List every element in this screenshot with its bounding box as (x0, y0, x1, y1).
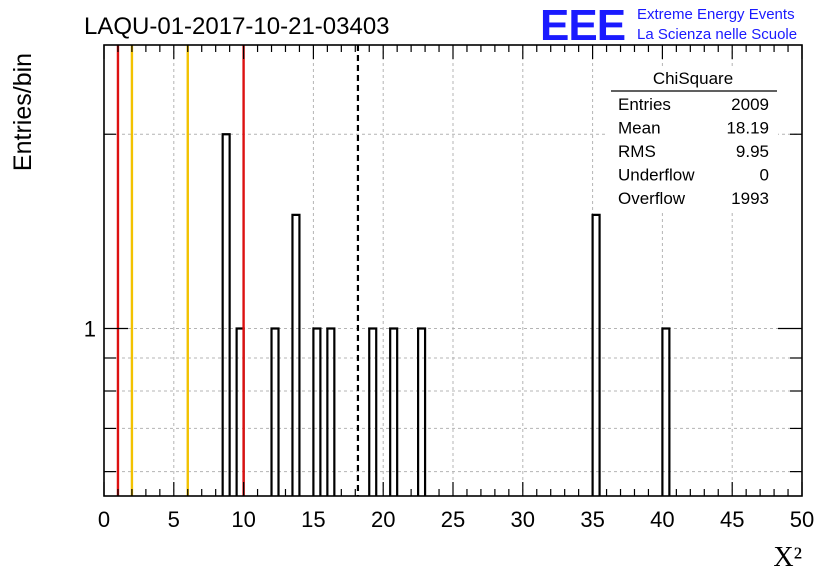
stats-box: ChiSquare Entries 2009 Mean 18.19 RMS 9.95 Und… (608, 68, 778, 210)
x-tick-label: 10 (231, 507, 255, 532)
histogram-bar (221, 133, 231, 496)
eee-logo-mark: EEE (540, 1, 625, 50)
x-tick-label: 20 (371, 507, 395, 532)
eee-logo: EEE Extreme Energy Events La Scienza nel… (540, 1, 797, 50)
histogram-bar (368, 327, 378, 496)
histogram-bar (389, 327, 399, 496)
stats-row-value: 18.19 (726, 119, 769, 138)
stats-box-rows: Entries 2009 Mean 18.19 RMS 9.95 Underflow 0 Ove… (618, 95, 769, 208)
stats-row-value: 2009 (731, 95, 769, 114)
x-axis-label: X² (773, 542, 802, 572)
histogram-bar (417, 327, 427, 496)
histogram-bar (326, 327, 336, 496)
histogram-bar (291, 213, 301, 496)
reference-lines (116, 45, 360, 496)
stats-row-label: Entries (618, 95, 671, 114)
x-tick-label: 40 (650, 507, 674, 532)
eee-logo-line1: Extreme Energy Events (637, 6, 795, 23)
histogram-bar (591, 213, 601, 496)
x-tick-label: 0 (98, 507, 110, 532)
stats-row-label: Mean (618, 119, 661, 138)
stats-row-label: RMS (618, 142, 656, 161)
y-axis-label: Entries/bin (9, 53, 37, 171)
histogram-bar (270, 327, 280, 496)
x-tick-label: 30 (511, 507, 535, 532)
grid-lines (104, 45, 802, 496)
stats-row-value: 9.95 (736, 142, 769, 161)
histogram-bins (221, 133, 671, 496)
run-title: LAQU-01-2017-10-21-03403 (84, 13, 390, 40)
stats-row-value: 0 (760, 166, 769, 185)
stats-row-label: Overflow (618, 189, 686, 208)
stats-row-value: 1993 (731, 189, 769, 208)
histogram-bar (312, 327, 322, 496)
stats-box-background (608, 68, 778, 210)
x-tick-label: 45 (720, 507, 744, 532)
stats-box-title: ChiSquare (653, 69, 733, 88)
histogram-bar (661, 327, 671, 496)
x-tick-label: 25 (441, 507, 465, 532)
eee-logo-line2: La Scienza nelle Scuole (637, 26, 797, 43)
axis-ticks: 0 5 10 15 20 25 30 35 40 45 50 1 (84, 45, 814, 532)
x-tick-label: 15 (301, 507, 325, 532)
y-tick-label: 1 (84, 316, 96, 341)
x-tick-label: 50 (790, 507, 814, 532)
x-tick-label: 35 (580, 507, 604, 532)
x-tick-label: 5 (168, 507, 180, 532)
stats-row-label: Underflow (618, 166, 695, 185)
